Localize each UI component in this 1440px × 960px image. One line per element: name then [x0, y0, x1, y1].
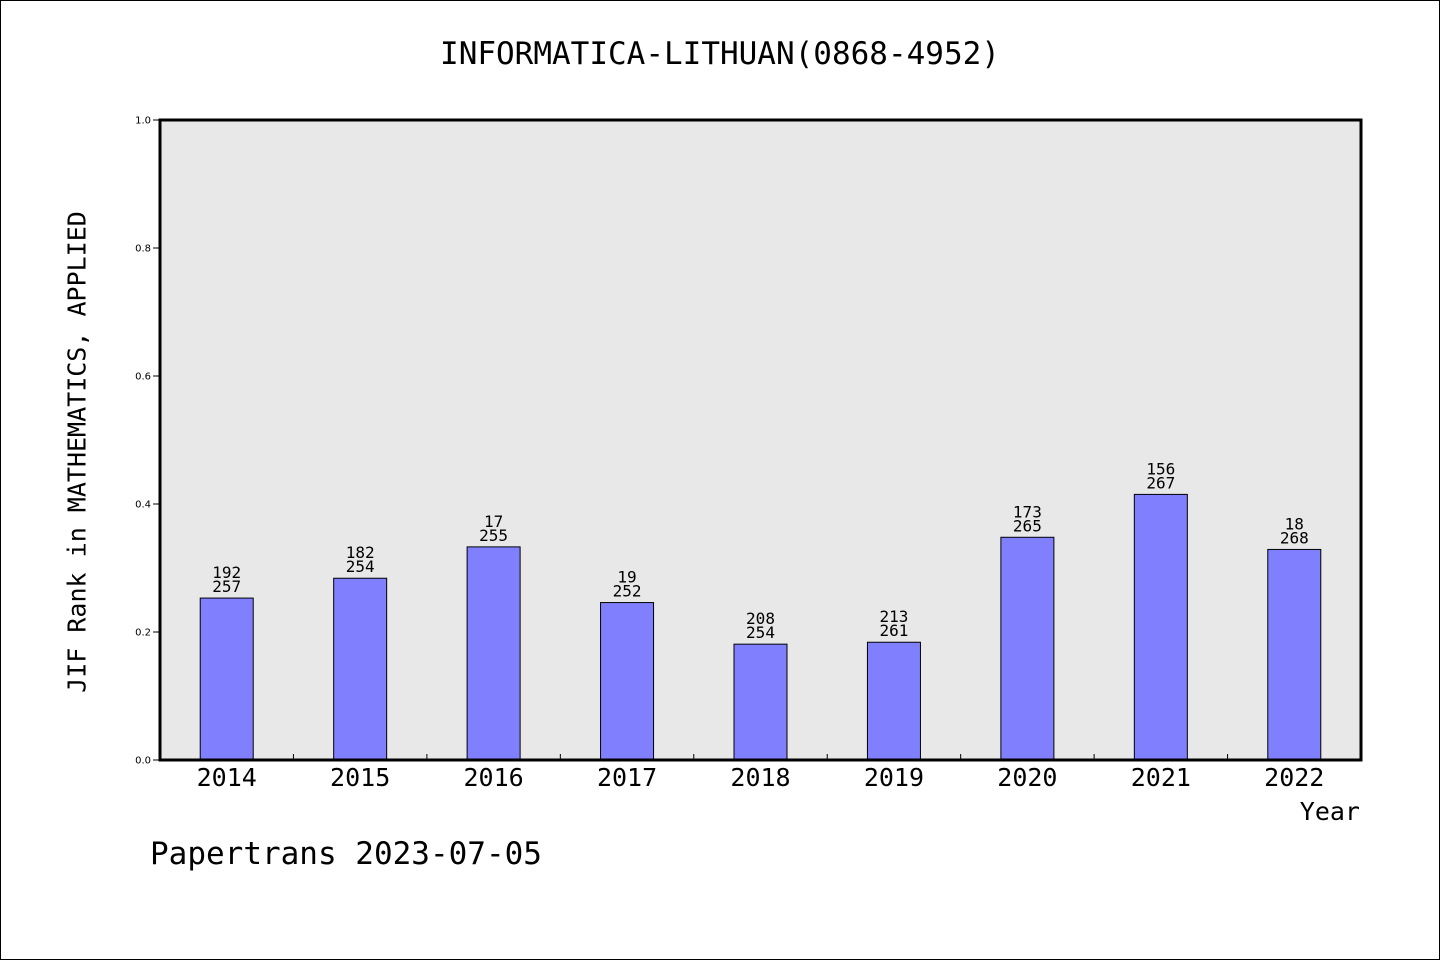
bar-2019 — [866, 641, 921, 761]
bar-label-bottom-2018: 254 — [746, 623, 775, 642]
y-tick-label: 0.6 — [135, 372, 151, 383]
bar-label-top-2019: 213 — [879, 607, 908, 626]
y-tick-label: 0.8 — [135, 244, 151, 255]
y-tick-label: 0.2 — [135, 628, 151, 639]
y-tick-label: 0.0 — [135, 756, 151, 767]
bar-label-bottom-2022: 268 — [1280, 528, 1309, 547]
x-tick-label-2014: 2014 — [197, 763, 257, 792]
bar-label-top-2016: 17 — [484, 512, 503, 531]
y-ticks-group: 0.0 0.2 0.4 0.6 0.8 1.0 — [135, 116, 160, 767]
bar-2020 — [1000, 536, 1055, 761]
y-tick-label: 0.4 — [135, 500, 151, 511]
x-tick-label-2019: 2019 — [864, 763, 924, 792]
bar-2016 — [466, 546, 521, 761]
chart-title: INFORMATICA-LITHUAN(0868-4952) — [440, 36, 1000, 72]
plot-frame — [158, 118, 1363, 762]
x-tick-label-2021: 2021 — [1131, 763, 1191, 792]
bar-2017 — [600, 602, 655, 761]
bar-2015 — [333, 577, 388, 761]
bar-2018 — [733, 643, 788, 761]
bar-label-top-2022: 18 — [1285, 514, 1304, 533]
bar-label-bottom-2021: 267 — [1146, 473, 1175, 492]
x-tick-label-2018: 2018 — [730, 763, 790, 792]
x-ticks-group: 2014 2015 2016 2017 2018 2019 2020 2021 2022 — [197, 754, 1324, 792]
bar-label-bottom-2017: 252 — [613, 582, 642, 601]
x-tick-label-2022: 2022 — [1264, 763, 1324, 792]
bar-2021 — [1133, 493, 1188, 761]
x-tick-label-2016: 2016 — [464, 763, 524, 792]
bar-label-top-2014: 192 — [212, 563, 241, 582]
bar-2014 — [199, 597, 254, 761]
bar-2022 — [1267, 548, 1322, 761]
x-tick-label-2017: 2017 — [597, 763, 657, 792]
y-tick-label: 1.0 — [135, 116, 151, 127]
x-axis-label: Year — [1299, 797, 1360, 826]
bar-label-bottom-2019: 261 — [879, 621, 908, 640]
bars-group — [199, 493, 1322, 761]
bar-label-bottom-2016: 255 — [479, 526, 508, 545]
bar-label-top-2017: 19 — [617, 568, 636, 587]
bar-label-top-2015: 182 — [346, 543, 375, 562]
footer-note: Papertrans 2023-07-05 — [150, 836, 542, 872]
bar-labels-group: 1922571822541725519252208254213261173265… — [212, 459, 1308, 642]
x-tick-label-2015: 2015 — [330, 763, 390, 792]
bar-label-bottom-2020: 265 — [1013, 516, 1042, 535]
bar-label-bottom-2015: 254 — [346, 557, 375, 576]
bar-label-top-2018: 208 — [746, 609, 775, 628]
bar-label-top-2021: 156 — [1146, 459, 1175, 478]
bar-label-top-2020: 173 — [1013, 502, 1042, 521]
bar-label-bottom-2014: 257 — [212, 577, 241, 596]
x-tick-label-2020: 2020 — [997, 763, 1057, 792]
